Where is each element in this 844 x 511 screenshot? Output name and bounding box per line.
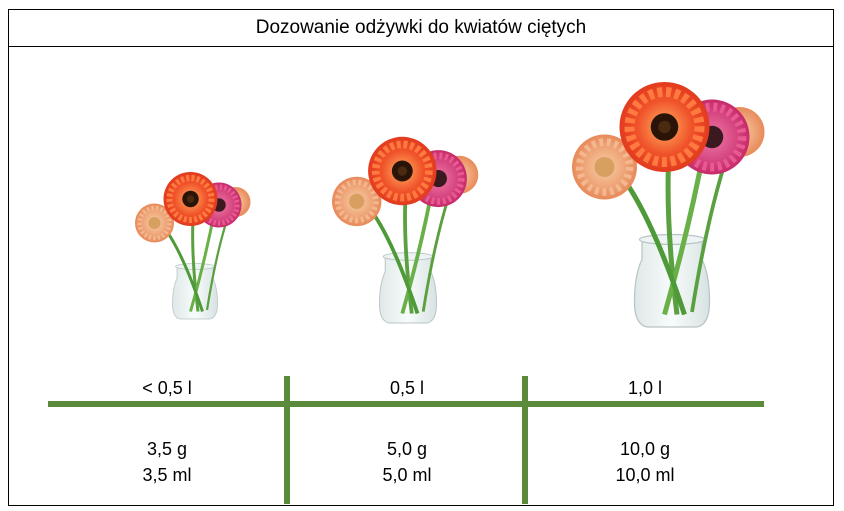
dose-grams-2: 5,0 g: [386, 439, 428, 459]
dose-cell-3: 10,0 g 10,0 ml: [555, 436, 735, 488]
flower-vase-large-icon: [572, 82, 765, 327]
dose-ml-2: 5,0 ml: [382, 465, 432, 485]
volume-label-1: < 0,5 l: [142, 378, 192, 398]
dose-ml-1: 3,5 ml: [142, 465, 192, 485]
dose-grams-1: 3,5 g: [146, 439, 188, 459]
flower-vase-small-icon: [135, 172, 251, 319]
flower-vase-medium-icon: [332, 137, 478, 323]
dose-grams-3: 10,0 g: [619, 439, 671, 459]
table-title: Dozowanie odżywki do kwiatów ciętych: [9, 10, 833, 47]
volume-label-3: 1,0 l: [627, 378, 663, 398]
dose-cell-1: 3,5 g 3,5 ml: [77, 436, 257, 488]
volume-label-2: 0,5 l: [389, 378, 425, 398]
dose-cell-2: 5,0 g 5,0 ml: [317, 436, 497, 488]
horizontal-grid-line: [48, 401, 764, 407]
vertical-grid-line-2: [522, 376, 528, 504]
dosage-table: Dozowanie odżywki do kwiatów ciętych: [8, 9, 834, 506]
vertical-grid-line-1: [284, 376, 290, 504]
dose-ml-3: 10,0 ml: [615, 465, 675, 485]
